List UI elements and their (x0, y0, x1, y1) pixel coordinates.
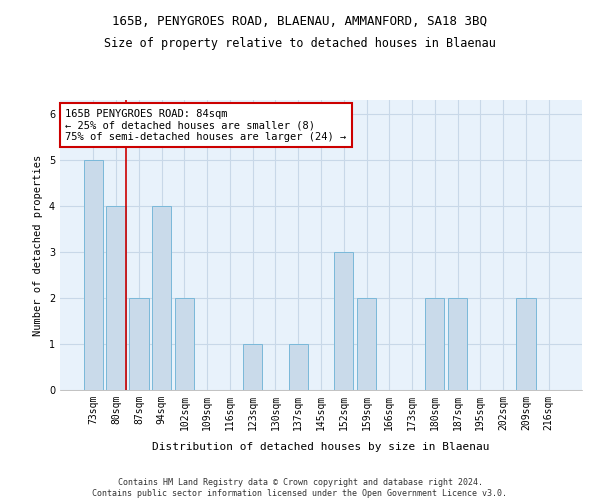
Bar (516, 298, 536, 390)
Bar (357, 298, 376, 390)
Text: Size of property relative to detached houses in Blaenau: Size of property relative to detached ho… (104, 38, 496, 51)
Bar (106, 206, 126, 390)
Bar (243, 344, 262, 390)
Text: 165B, PENYGROES ROAD, BLAENAU, AMMANFORD, SA18 3BQ: 165B, PENYGROES ROAD, BLAENAU, AMMANFORD… (113, 15, 487, 28)
Bar (289, 344, 308, 390)
Text: 165B PENYGROES ROAD: 84sqm
← 25% of detached houses are smaller (8)
75% of semi-: 165B PENYGROES ROAD: 84sqm ← 25% of deta… (65, 108, 346, 142)
Y-axis label: Number of detached properties: Number of detached properties (34, 154, 43, 336)
Text: Distribution of detached houses by size in Blaenau: Distribution of detached houses by size … (152, 442, 490, 452)
Bar (84, 160, 103, 390)
Bar (129, 298, 149, 390)
Bar (175, 298, 194, 390)
Text: Contains HM Land Registry data © Crown copyright and database right 2024.
Contai: Contains HM Land Registry data © Crown c… (92, 478, 508, 498)
Bar (152, 206, 172, 390)
Bar (334, 252, 353, 390)
Bar (425, 298, 445, 390)
Bar (448, 298, 467, 390)
